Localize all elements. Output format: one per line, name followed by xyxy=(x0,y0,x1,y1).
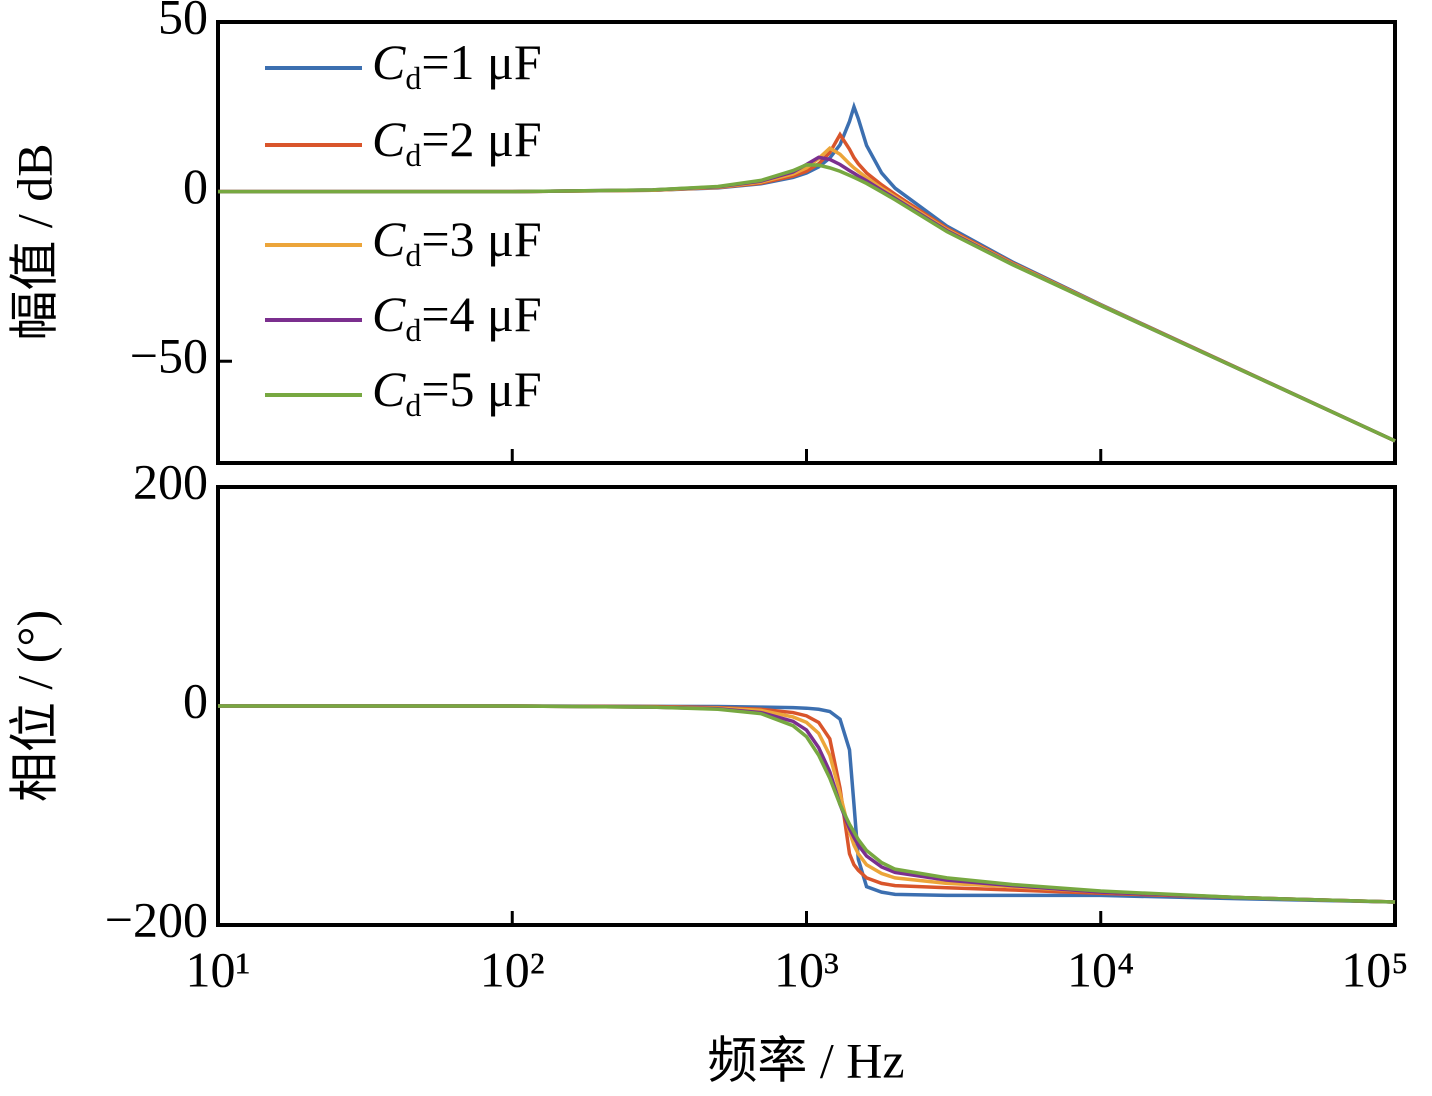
series-line xyxy=(218,163,1396,443)
y-axis-label: 相位 / (°) xyxy=(6,610,62,802)
y-tick-label: 200 xyxy=(133,453,208,509)
legend-label: Cd=3 μF xyxy=(372,211,542,273)
legend-label: Cd=5 μF xyxy=(372,361,542,423)
x-axis-label: 频率 / Hz xyxy=(707,1032,904,1088)
x-tick-label: 10¹ xyxy=(186,941,251,997)
series-line xyxy=(218,704,1396,904)
legend-label: Cd=1 μF xyxy=(372,34,542,96)
y-tick-label: −200 xyxy=(105,891,208,947)
legend-label: Cd=2 μF xyxy=(372,111,542,173)
y-axis-label: 幅值 / dB xyxy=(6,143,62,340)
x-tick-label: 10² xyxy=(480,941,545,997)
legend-label: Cd=4 μF xyxy=(372,286,542,348)
y-tick-label: 0 xyxy=(183,672,208,728)
x-tick-label: 10⁵ xyxy=(1341,941,1408,997)
x-tick-label: 10⁴ xyxy=(1067,941,1134,997)
y-tick-label: 50 xyxy=(158,0,208,44)
y-tick-label: −50 xyxy=(130,328,208,384)
x-tick-label: 10³ xyxy=(774,941,839,997)
y-tick-label: 0 xyxy=(183,158,208,214)
